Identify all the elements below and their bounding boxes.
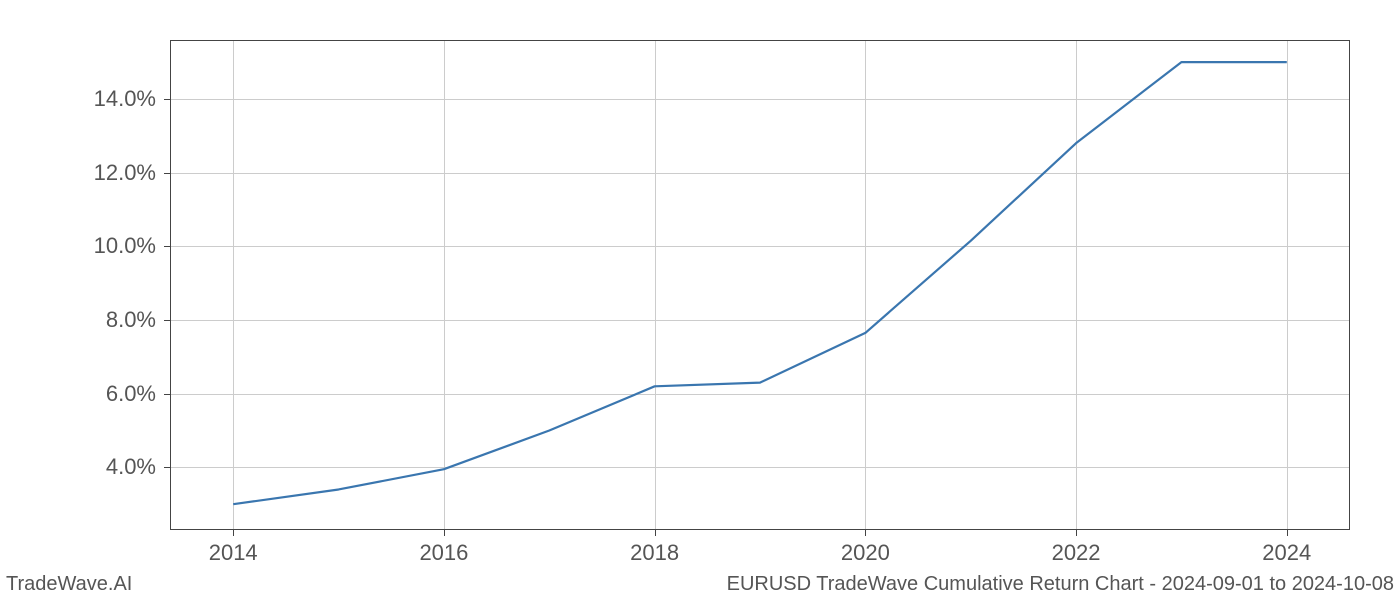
y-tick-label: 10.0% bbox=[0, 233, 156, 259]
y-tick bbox=[164, 173, 170, 174]
x-tick bbox=[233, 530, 234, 536]
x-tick-label: 2024 bbox=[1262, 540, 1311, 566]
x-tick bbox=[655, 530, 656, 536]
y-tick bbox=[164, 467, 170, 468]
y-tick bbox=[164, 246, 170, 247]
footer-right: EURUSD TradeWave Cumulative Return Chart… bbox=[727, 573, 1394, 596]
y-tick-label: 14.0% bbox=[0, 86, 156, 112]
x-tick-label: 2020 bbox=[841, 540, 890, 566]
series-cumulative-return bbox=[233, 62, 1287, 504]
x-tick-label: 2016 bbox=[419, 540, 468, 566]
y-tick-label: 8.0% bbox=[0, 307, 156, 333]
plot-area bbox=[170, 40, 1350, 530]
x-tick-label: 2014 bbox=[209, 540, 258, 566]
return-chart: 2014 2016 2018 2020 2022 2024 4.0% 6.0% 8.0% 10.… bbox=[0, 0, 1400, 600]
y-tick bbox=[164, 394, 170, 395]
x-tick bbox=[444, 530, 445, 536]
line-series bbox=[170, 40, 1350, 530]
x-tick bbox=[865, 530, 866, 536]
footer-left: TradeWave.AI bbox=[6, 573, 132, 596]
y-tick bbox=[164, 99, 170, 100]
y-tick-label: 4.0% bbox=[0, 454, 156, 480]
x-tick-label: 2018 bbox=[630, 540, 679, 566]
y-tick bbox=[164, 320, 170, 321]
y-tick-label: 12.0% bbox=[0, 160, 156, 186]
x-tick bbox=[1076, 530, 1077, 536]
y-tick-label: 6.0% bbox=[0, 381, 156, 407]
x-tick-label: 2022 bbox=[1052, 540, 1101, 566]
x-tick bbox=[1287, 530, 1288, 536]
